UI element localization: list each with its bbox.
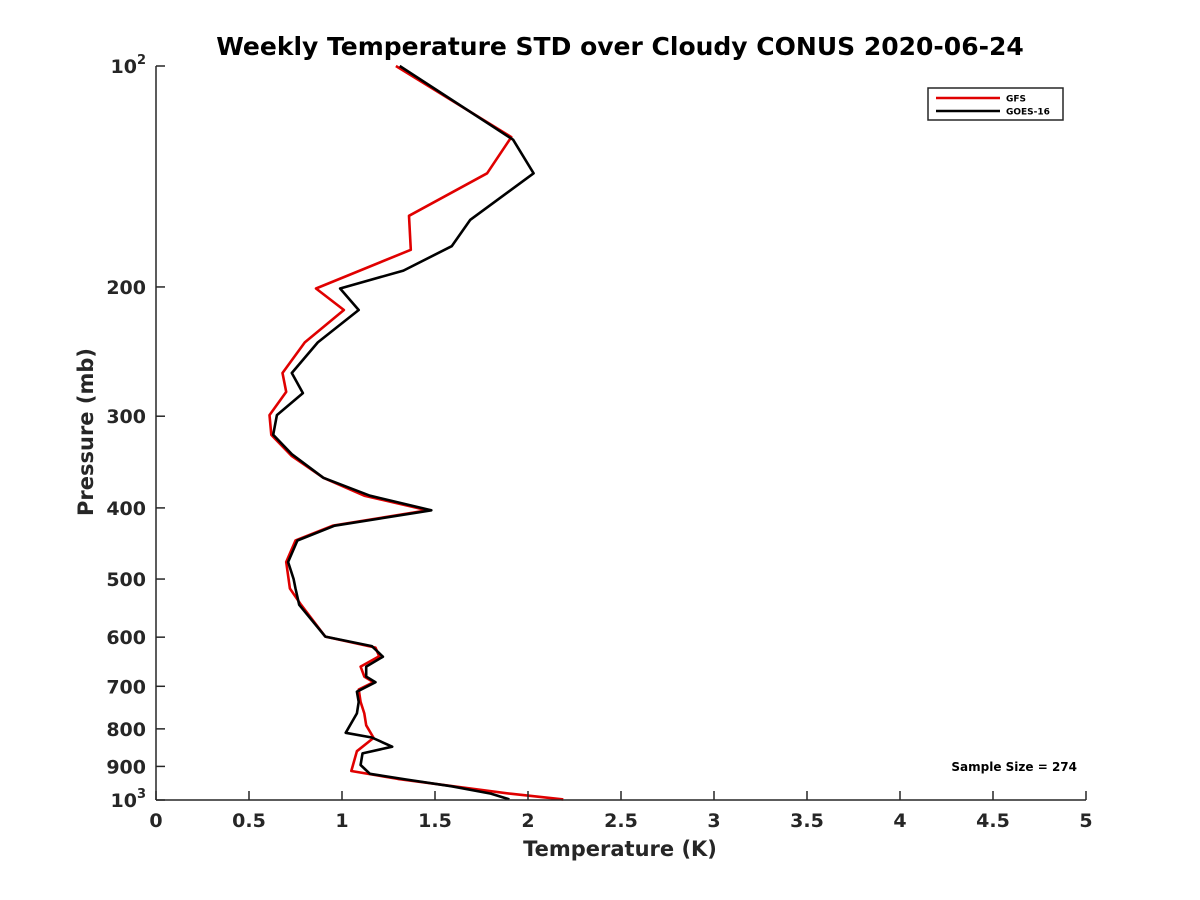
x-tick-label: 1.5	[418, 810, 452, 832]
x-tick-label: 3.5	[790, 810, 824, 832]
sample-size-annotation: Sample Size = 274	[951, 760, 1077, 774]
y-tick-label: 300	[106, 406, 146, 428]
x-tick-label: 1	[335, 810, 348, 832]
axes	[155, 66, 1086, 801]
y-tick-label: 700	[106, 676, 146, 698]
chart-title: Weekly Temperature STD over Cloudy CONUS…	[216, 32, 1024, 61]
ticks: 0 0.5 1 1.5 2 2.5 3 3.5 4 4.5 5 102 200 300 400 500 600 7…	[106, 53, 1092, 832]
x-tick-label: 5	[1079, 810, 1092, 832]
x-tick-label: 3	[707, 810, 720, 832]
series-line-goes-16	[271, 64, 535, 801]
x-axis-label: Temperature (K)	[523, 837, 717, 861]
y-tick-label: 102	[111, 53, 147, 78]
x-tick-label: 0.5	[232, 810, 266, 832]
y-tick-label: 500	[106, 569, 146, 591]
y-tick-label: 800	[106, 719, 146, 741]
y-tick-label: 600	[106, 627, 146, 649]
legend: GFS GOES-16	[927, 87, 1064, 121]
x-tick-label: 4.5	[976, 810, 1010, 832]
x-tick-label: 4	[893, 810, 906, 832]
series-line-gfs	[268, 64, 564, 801]
y-tick-label: 103	[111, 787, 147, 812]
y-tick-label: 900	[106, 756, 146, 778]
y-tick-label: 200	[106, 277, 146, 299]
x-tick-label: 0	[149, 810, 162, 832]
legend-box	[927, 87, 1064, 121]
legend-label: GFS	[1006, 95, 1026, 105]
y-axis-label: Pressure (mb)	[74, 348, 98, 516]
x-tick-label: 2	[521, 810, 534, 832]
legend-label: GOES-16	[1006, 108, 1050, 118]
y-tick-label: 400	[106, 498, 146, 520]
x-tick-label: 2.5	[604, 810, 638, 832]
series-layer	[268, 64, 564, 801]
